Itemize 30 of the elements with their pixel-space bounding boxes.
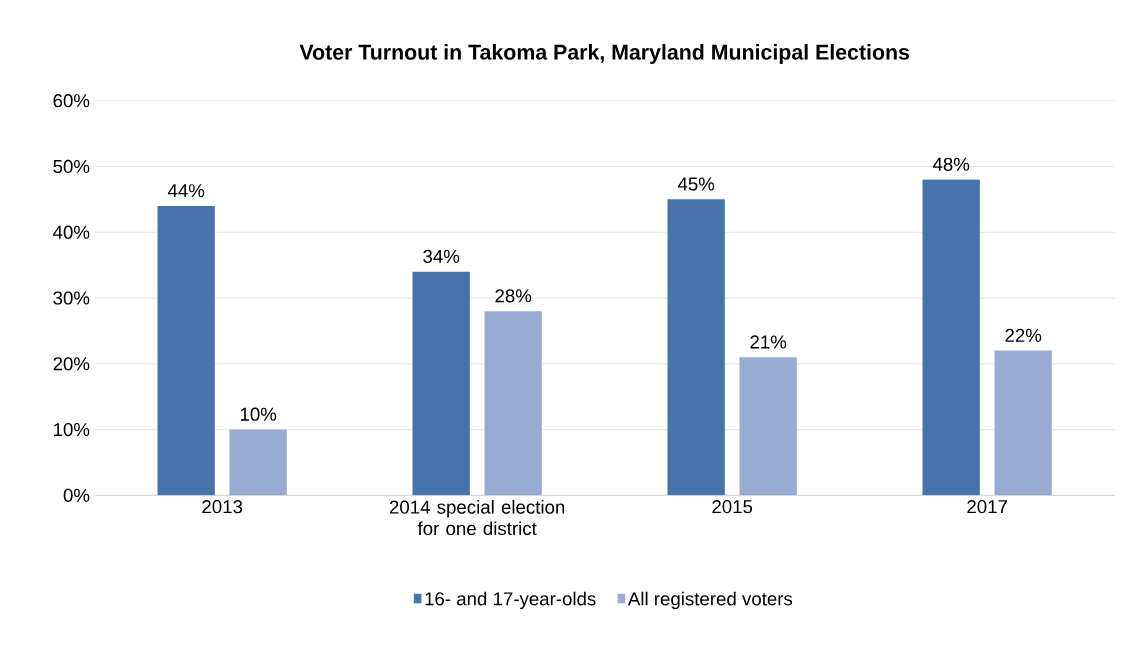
chart-title: Voter Turnout in Takoma Park, Maryland Municipal Elections [299, 44, 910, 64]
data-label: 22% [1005, 328, 1042, 342]
y-tick-label: 10% [54, 422, 90, 437]
bar [412, 271, 470, 496]
bar [484, 311, 542, 496]
bar [229, 429, 287, 496]
legend-label: All registered voters [627, 591, 793, 610]
data-label: 10% [240, 407, 277, 421]
x-tick-label: 2013 [202, 500, 243, 514]
bar [157, 205, 215, 496]
y-tick-label: 50% [53, 159, 90, 174]
data-label: 45% [677, 177, 715, 191]
y-tick-label: 20% [53, 357, 90, 371]
x-tick-label: 2017 [967, 500, 1007, 514]
data-label: 21% [750, 335, 787, 349]
x-tick-label: 2014 special election for one district [389, 500, 565, 536]
data-label: 34% [423, 249, 460, 263]
y-tick-label: 0% [63, 488, 90, 502]
y-tick-label: 30% [53, 291, 90, 305]
bar [739, 357, 797, 496]
y-tick-label: 40% [53, 225, 90, 239]
data-label: 28% [495, 289, 532, 303]
bar [667, 199, 725, 496]
legend-label: 16- and 17-year-olds [425, 591, 596, 610]
data-label: 48% [932, 157, 970, 171]
data-label: 44% [167, 184, 205, 198]
y-tick-label: 60% [53, 94, 90, 108]
bar [922, 179, 980, 496]
bar [994, 350, 1052, 496]
x-tick-label: 2015 [712, 500, 753, 514]
